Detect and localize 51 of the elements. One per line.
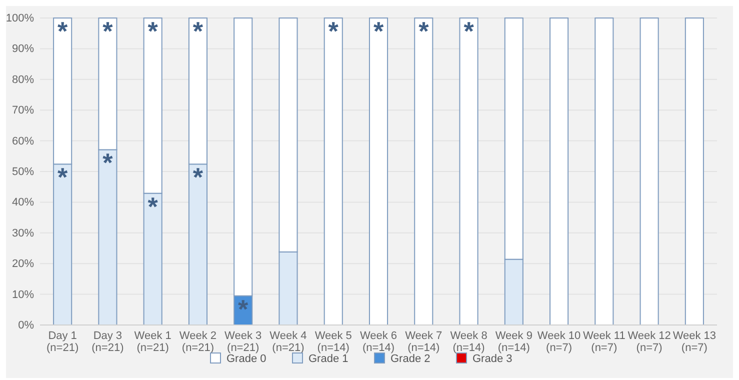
x-tick-label: Week 8 (n=14)	[450, 330, 488, 354]
legend-label: Grade 3	[472, 353, 512, 365]
x-tick-label: Week 6 (n=14)	[360, 330, 398, 354]
x-tick-label: Week 13 (n=7)	[672, 330, 716, 354]
y-tick-label: 50%	[12, 166, 34, 178]
x-tick-label: Week 2 (n=21)	[179, 330, 217, 354]
y-tick-label: 100%	[6, 12, 34, 25]
y-tick-label: 30%	[12, 227, 34, 240]
x-tick-label: Day 3 (n=21)	[92, 330, 124, 354]
y-tick-label: 70%	[12, 104, 34, 117]
x-tick-label: Week 5 (n=14)	[314, 330, 352, 354]
y-tick-label: 90%	[12, 43, 34, 56]
annotation: *	[192, 16, 204, 46]
annotation: *	[328, 16, 340, 46]
x-tick-label: Week 10 (n=7)	[537, 330, 581, 354]
y-tick-label: 80%	[12, 74, 34, 86]
x-tick-label: Week 9 (n=14)	[495, 330, 532, 354]
legend-label: Grade 0	[226, 353, 266, 365]
y-tick-label: 10%	[12, 288, 34, 301]
x-tick-label: Day 1 (n=21)	[46, 330, 79, 354]
y-tick-label: 20%	[12, 258, 34, 270]
y-tick-label: 0%	[18, 320, 34, 332]
annotation: *	[464, 16, 475, 46]
annotation: *	[192, 162, 204, 192]
bar	[594, 18, 614, 326]
legend-label: Grade 2	[390, 353, 430, 365]
annotation: *	[102, 16, 114, 46]
x-tick-label: Week 7 (n=14)	[405, 330, 442, 354]
annotation: *	[148, 16, 159, 46]
annotation: *	[238, 294, 250, 324]
bar	[684, 18, 704, 326]
annotation: *	[373, 16, 384, 46]
annotation: *	[58, 162, 69, 192]
bar	[414, 18, 434, 326]
x-tick-label: Week 1 (n=21)	[134, 330, 172, 354]
x-tick-label: Week 3 (n=21)	[224, 330, 262, 354]
x-tick-label: Week 12 (n=7)	[628, 330, 671, 354]
bar	[640, 18, 659, 326]
annotation: *	[148, 191, 159, 222]
bar	[324, 18, 343, 326]
y-tick-label: 40%	[12, 196, 34, 209]
bar	[550, 18, 569, 326]
legend-label: Grade 1	[308, 353, 348, 365]
annotation: *	[418, 16, 430, 46]
annotation: *	[58, 16, 69, 46]
bar	[368, 18, 388, 326]
x-tick-label: Week 4 (n=21)	[270, 330, 307, 354]
bar	[459, 18, 478, 326]
y-tick-label: 60%	[12, 135, 34, 148]
x-tick-label: Week 11 (n=7)	[582, 330, 626, 354]
annotation: *	[102, 148, 114, 178]
